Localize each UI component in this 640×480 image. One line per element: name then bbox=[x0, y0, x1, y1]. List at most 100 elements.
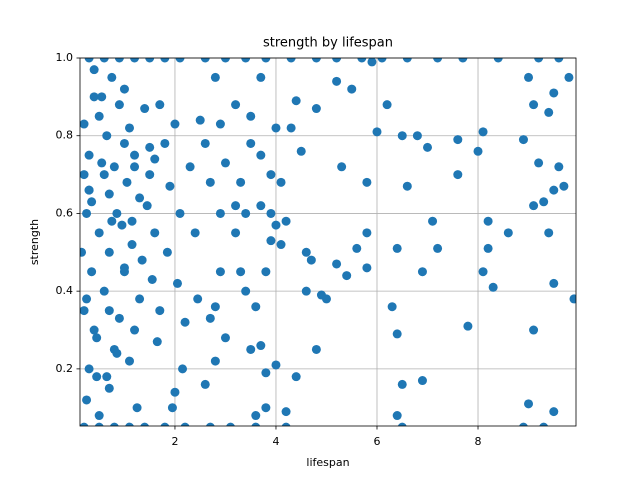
scatter-point bbox=[205, 177, 215, 187]
scatter-point bbox=[215, 119, 225, 129]
scatter-point bbox=[377, 58, 387, 63]
scatter-point bbox=[332, 259, 342, 269]
scatter-point bbox=[271, 360, 281, 370]
scatter-point bbox=[382, 100, 392, 110]
scatter-point bbox=[231, 201, 241, 211]
scatter-point bbox=[362, 263, 372, 273]
scatter-point bbox=[231, 100, 241, 110]
scatter-point bbox=[412, 131, 422, 141]
scatter-point bbox=[190, 228, 200, 238]
scatter-point bbox=[251, 302, 261, 312]
scatter-point bbox=[392, 411, 402, 421]
scatter-point bbox=[301, 286, 311, 296]
scatter-point bbox=[387, 302, 397, 312]
scatter-point bbox=[112, 208, 122, 218]
scatter-point bbox=[417, 376, 427, 386]
scatter-point bbox=[140, 104, 150, 114]
scatter-point bbox=[256, 341, 266, 351]
scatter-point bbox=[82, 208, 92, 218]
scatter-point bbox=[529, 325, 539, 335]
scatter-point bbox=[539, 422, 549, 426]
y-tick-label: 0.6 bbox=[56, 206, 74, 219]
scatter-point bbox=[397, 379, 407, 389]
y-tick-label: 0.4 bbox=[56, 284, 74, 297]
scatter-point bbox=[127, 240, 137, 250]
scatter-point bbox=[80, 247, 87, 257]
scatter-point bbox=[473, 146, 483, 156]
scatter-point bbox=[423, 142, 433, 152]
scatter-point bbox=[99, 286, 109, 296]
scatter-point bbox=[220, 333, 230, 343]
scatter-point bbox=[112, 348, 122, 358]
scatter-point bbox=[291, 372, 301, 382]
scatter-point bbox=[433, 58, 443, 63]
scatter-point bbox=[397, 422, 407, 426]
scatter-point bbox=[145, 142, 155, 152]
scatter-point bbox=[281, 407, 291, 417]
scatter-point bbox=[210, 72, 220, 82]
scatter-point bbox=[286, 123, 296, 133]
y-tick-label: 0.2 bbox=[56, 362, 74, 375]
scatter-point bbox=[236, 267, 246, 277]
scatter-point bbox=[478, 267, 488, 277]
scatter-point bbox=[215, 267, 225, 277]
scatter-point bbox=[306, 255, 316, 265]
scatter-point bbox=[150, 154, 160, 164]
scatter-point bbox=[104, 383, 114, 393]
scatter-point bbox=[226, 422, 235, 426]
scatter-point bbox=[124, 123, 134, 133]
scatter-point bbox=[135, 193, 145, 203]
scatter-point bbox=[256, 150, 266, 160]
scatter-point bbox=[205, 313, 215, 323]
scatter-point bbox=[544, 107, 554, 117]
scatter-point bbox=[193, 294, 203, 304]
scatter-point bbox=[544, 228, 554, 238]
scatter-point bbox=[417, 267, 427, 277]
scatter-point bbox=[114, 313, 124, 323]
scatter-point bbox=[130, 150, 140, 160]
scatter-point bbox=[534, 58, 544, 63]
scatter-point bbox=[94, 228, 104, 238]
scatter-point bbox=[251, 411, 261, 421]
scatter-point bbox=[180, 422, 190, 426]
scatter-point bbox=[99, 58, 109, 63]
scatter-point bbox=[119, 84, 129, 94]
scatter-point bbox=[554, 58, 564, 63]
scatter-point bbox=[478, 127, 488, 137]
x-tick-label: 6 bbox=[373, 435, 380, 448]
scatter-point bbox=[110, 422, 119, 426]
scatter-point bbox=[170, 119, 180, 129]
scatter-point bbox=[87, 197, 97, 207]
scatter-point bbox=[256, 201, 266, 211]
scatter-point bbox=[453, 135, 463, 145]
scatter-point bbox=[342, 271, 352, 281]
scatter-point bbox=[271, 220, 281, 230]
scatter-point bbox=[392, 243, 402, 253]
scatter-point bbox=[92, 333, 102, 343]
scatter-point bbox=[296, 146, 306, 156]
scatter-point bbox=[524, 399, 534, 409]
scatter-point bbox=[125, 422, 134, 426]
scatter-point bbox=[140, 422, 149, 426]
scatter-point bbox=[102, 372, 112, 382]
scatter-point bbox=[84, 185, 94, 195]
scatter-point bbox=[195, 115, 205, 125]
scatter-point bbox=[178, 364, 188, 374]
scatter-point bbox=[311, 104, 321, 114]
scatter-point bbox=[220, 58, 230, 63]
scatter-point bbox=[150, 228, 160, 238]
scatter-point bbox=[80, 170, 89, 180]
scatter-point bbox=[145, 58, 155, 63]
scatter-point bbox=[463, 321, 473, 331]
scatter-point bbox=[160, 422, 170, 426]
scatter-point bbox=[518, 135, 528, 145]
axes-frame bbox=[79, 57, 577, 427]
scatter-point bbox=[142, 201, 152, 211]
scatter-point bbox=[276, 240, 286, 250]
scatter-point bbox=[109, 162, 119, 172]
scatter-point bbox=[137, 255, 147, 265]
scatter-point bbox=[87, 267, 97, 277]
scatter-point bbox=[357, 58, 367, 63]
scatter-point bbox=[332, 76, 342, 86]
scatter-point bbox=[94, 422, 104, 426]
